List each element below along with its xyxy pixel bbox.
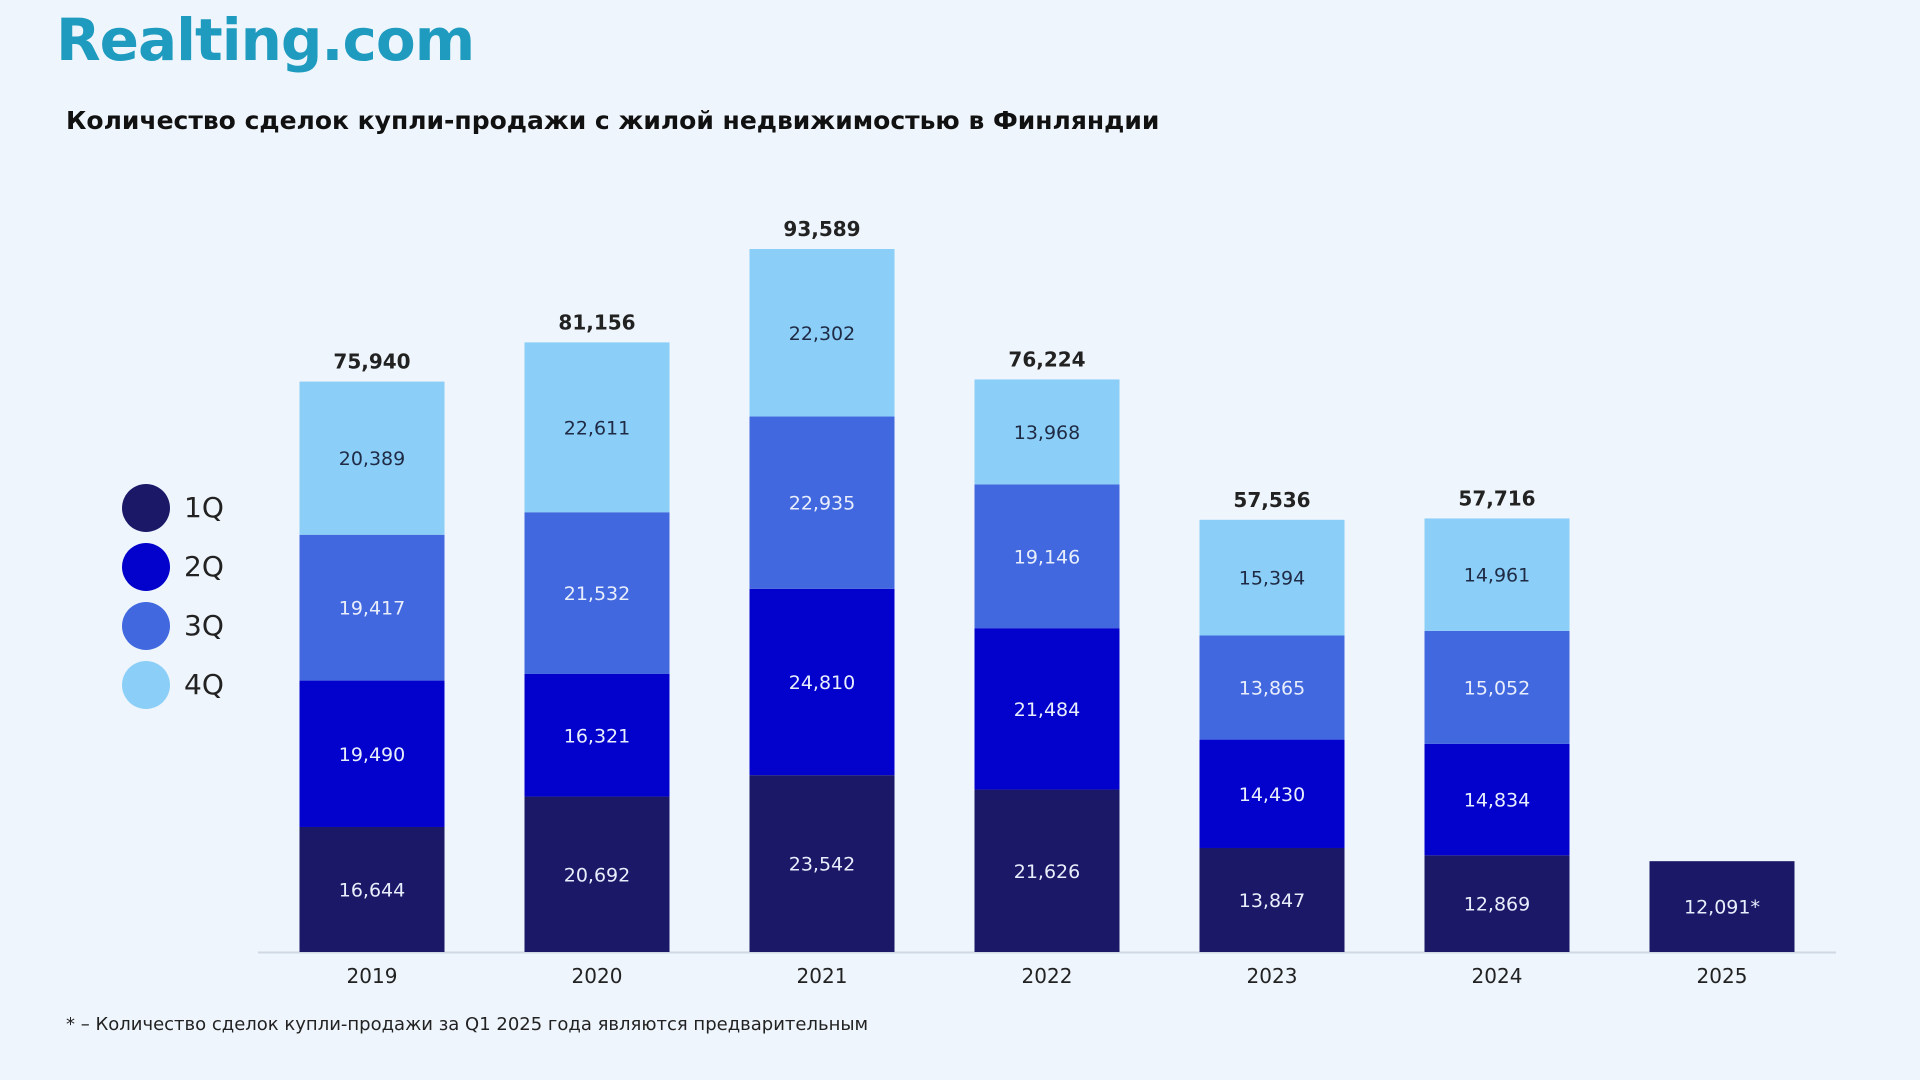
bar-2q-2021 xyxy=(749,588,895,776)
data-label-4q-2022: 13,968 xyxy=(1014,422,1080,444)
footnote: * – Количество сделок купли-продажи за Q… xyxy=(66,1014,869,1035)
data-label-3q-2022: 19,146 xyxy=(1014,546,1080,568)
data-label-3q-2021: 22,935 xyxy=(789,493,855,515)
x-tick-label-2019: 2019 xyxy=(347,964,398,988)
data-label-4q-2020: 22,611 xyxy=(564,417,630,439)
data-label-4q-2019: 20,389 xyxy=(339,448,405,470)
bar-4q-2024 xyxy=(1424,518,1570,631)
data-label-4q-2024: 14,961 xyxy=(1464,565,1530,587)
legend-label-2q: 2Q xyxy=(184,550,224,583)
legend-label-4q: 4Q xyxy=(184,668,224,701)
data-label-2q-2020: 16,321 xyxy=(564,725,630,747)
bar-1q-2019 xyxy=(299,826,445,952)
legend-item-1q: 1Q xyxy=(122,478,224,537)
legend-item-3q: 3Q xyxy=(122,596,224,655)
data-label-1q-2025: 12,091* xyxy=(1684,897,1760,919)
bar-2q-2023 xyxy=(1199,739,1345,848)
legend-swatch-4q xyxy=(122,660,170,709)
data-label-1q-2021: 23,542 xyxy=(789,854,855,876)
bar-3q-2024 xyxy=(1424,630,1570,744)
total-label-2019: 75,940 xyxy=(333,350,410,374)
data-label-3q-2024: 15,052 xyxy=(1464,677,1530,699)
bar-4q-2022 xyxy=(974,379,1120,485)
data-label-4q-2023: 15,394 xyxy=(1239,568,1305,590)
legend-item-2q: 2Q xyxy=(122,537,224,596)
chart-title: Количество сделок купли-продажи с жилой … xyxy=(66,106,1160,135)
bar-2q-2022 xyxy=(974,628,1120,790)
legend-label-1q: 1Q xyxy=(184,491,224,524)
bar-3q-2023 xyxy=(1199,635,1345,740)
data-label-2q-2021: 24,810 xyxy=(789,672,855,694)
bar-1q-2023 xyxy=(1199,847,1345,952)
data-label-1q-2022: 21,626 xyxy=(1014,861,1080,883)
bar-4q-2019 xyxy=(299,381,445,535)
x-tick-label-2021: 2021 xyxy=(797,964,848,988)
x-tick-label-2025: 2025 xyxy=(1697,964,1748,988)
legend-swatch-2q xyxy=(122,542,170,591)
bar-4q-2020 xyxy=(524,342,670,513)
data-label-3q-2019: 19,417 xyxy=(339,598,405,620)
legend-swatch-3q xyxy=(122,601,170,650)
legend-label-3q: 3Q xyxy=(184,609,224,642)
data-label-2q-2024: 14,834 xyxy=(1464,790,1530,812)
total-label-2021: 93,589 xyxy=(783,217,860,241)
bar-4q-2023 xyxy=(1199,519,1345,636)
legend-item-4q: 4Q xyxy=(122,655,224,714)
total-label-2022: 76,224 xyxy=(1008,347,1085,371)
bar-1q-2022 xyxy=(974,789,1120,952)
data-label-2q-2022: 21,484 xyxy=(1014,699,1080,721)
data-label-3q-2020: 21,532 xyxy=(564,583,630,605)
x-tick-label-2023: 2023 xyxy=(1247,964,1298,988)
data-label-1q-2024: 12,869 xyxy=(1464,894,1530,916)
bar-2q-2020 xyxy=(524,673,670,797)
brand-logo: Realting.com xyxy=(56,6,475,74)
bar-4q-2021 xyxy=(749,249,895,417)
bar-1q-2025 xyxy=(1649,861,1795,952)
bar-3q-2020 xyxy=(524,512,670,674)
data-label-1q-2019: 16,644 xyxy=(339,879,405,901)
data-label-4q-2021: 22,302 xyxy=(789,323,855,345)
x-tick-label-2020: 2020 xyxy=(572,964,623,988)
total-label-2020: 81,156 xyxy=(558,310,635,334)
bar-3q-2022 xyxy=(974,484,1120,629)
total-label-2023: 57,536 xyxy=(1233,488,1310,512)
chart-legend: 1Q 2Q 3Q 4Q xyxy=(122,478,224,714)
data-label-2q-2023: 14,430 xyxy=(1239,784,1305,806)
data-label-3q-2023: 13,865 xyxy=(1239,678,1305,700)
bar-3q-2019 xyxy=(299,534,445,681)
data-label-1q-2023: 13,847 xyxy=(1239,890,1305,912)
bar-1q-2020 xyxy=(524,796,670,952)
data-label-2q-2019: 19,490 xyxy=(339,744,405,766)
bar-3q-2021 xyxy=(749,416,895,589)
legend-swatch-1q xyxy=(122,483,170,532)
bar-2q-2019 xyxy=(299,680,445,827)
bar-2q-2024 xyxy=(1424,743,1570,856)
bar-1q-2021 xyxy=(749,775,895,952)
total-label-2024: 57,716 xyxy=(1458,486,1535,510)
data-label-1q-2020: 20,692 xyxy=(564,864,630,886)
x-tick-label-2022: 2022 xyxy=(1022,964,1073,988)
x-tick-label-2024: 2024 xyxy=(1472,964,1523,988)
bar-1q-2024 xyxy=(1424,855,1570,952)
